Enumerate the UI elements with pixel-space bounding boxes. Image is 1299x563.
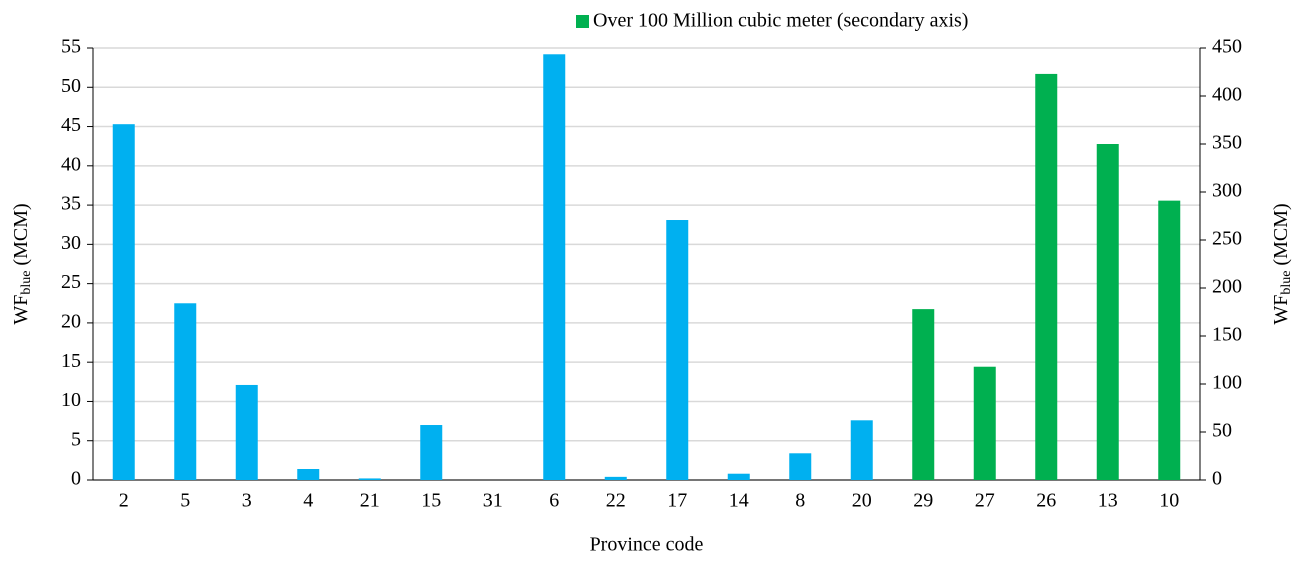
bar — [789, 453, 812, 480]
y-tick-label: 15 — [61, 350, 81, 372]
bar — [112, 124, 135, 481]
x-axis-label: Province code — [590, 534, 704, 556]
bar — [604, 476, 627, 480]
y-tick-label: 0 — [71, 468, 81, 490]
axis-label: WFblue (MCM) — [1270, 203, 1295, 324]
bar — [850, 420, 873, 480]
bar — [727, 473, 750, 480]
bar — [235, 384, 258, 480]
y-tick-label: 30 — [61, 232, 81, 254]
y-tick-label: 40 — [61, 153, 81, 175]
axis-label-unit: (MCM) — [1270, 203, 1292, 265]
bar — [358, 478, 381, 480]
y2-tick-label: 50 — [1212, 420, 1232, 442]
y-tick-label: 35 — [61, 193, 81, 215]
y2-tick-label: 300 — [1212, 180, 1242, 202]
axis-label-main: WF — [10, 295, 32, 325]
y-tick-label: 5 — [71, 428, 81, 450]
x-tick-label: 27 — [975, 490, 995, 512]
bar — [912, 309, 935, 480]
x-tick-label: 6 — [549, 490, 559, 512]
y2-tick-label: 0 — [1212, 468, 1222, 490]
x-tick-label: 31 — [483, 490, 503, 512]
bar — [1158, 200, 1181, 480]
x-tick-label: 26 — [1036, 490, 1056, 512]
y2-tick-label: 150 — [1212, 324, 1242, 346]
legend-label: Over 100 Million cubic meter (secondary … — [593, 10, 968, 32]
y2-tick-label: 250 — [1212, 228, 1242, 250]
bar — [1096, 144, 1119, 480]
x-tick-label: 20 — [852, 490, 872, 512]
y-tick-label: 50 — [61, 75, 81, 97]
x-tick-label: 21 — [360, 490, 380, 512]
x-tick-label: 14 — [729, 490, 749, 512]
y2-tick-label: 450 — [1212, 36, 1242, 58]
x-tick-label: 4 — [303, 490, 313, 512]
y2-tick-label: 400 — [1212, 84, 1242, 106]
axis-label-sub: blue — [1279, 271, 1294, 295]
x-tick-label: 8 — [795, 490, 805, 512]
bar — [420, 425, 443, 480]
bar — [174, 303, 197, 480]
bar — [1035, 73, 1058, 481]
legend-swatch — [576, 15, 589, 28]
x-tick-label: 10 — [1159, 490, 1179, 512]
y-tick-label: 55 — [61, 36, 81, 58]
y-tick-label: 10 — [61, 389, 81, 411]
axis-label-main: WF — [1270, 295, 1292, 325]
y-tick-label: 20 — [61, 311, 81, 333]
x-tick-label: 3 — [242, 490, 252, 512]
bar — [973, 366, 996, 480]
x-tick-label: 5 — [180, 490, 190, 512]
axis-label-sub: blue — [19, 271, 34, 295]
x-tick-label: 15 — [421, 490, 441, 512]
bar — [297, 469, 320, 480]
y-tick-label: 25 — [61, 271, 81, 293]
axis-label: WFblue (MCM) — [10, 203, 35, 324]
x-tick-label: 13 — [1098, 490, 1118, 512]
y2-tick-label: 100 — [1212, 372, 1242, 394]
x-tick-label: 2 — [119, 490, 129, 512]
x-tick-label: 22 — [606, 490, 626, 512]
y-tick-label: 45 — [61, 114, 81, 136]
x-tick-label: 17 — [667, 490, 687, 512]
bar — [543, 54, 566, 481]
x-tick-label: 29 — [913, 490, 933, 512]
y2-tick-label: 200 — [1212, 276, 1242, 298]
y2-tick-label: 350 — [1212, 132, 1242, 154]
axis-label-unit: (MCM) — [10, 203, 32, 265]
bar — [666, 220, 689, 481]
